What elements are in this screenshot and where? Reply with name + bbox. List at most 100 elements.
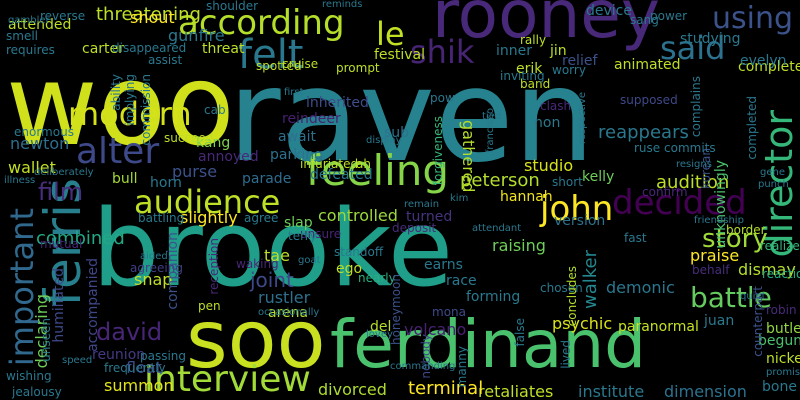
word-kelly: kelly [582, 169, 615, 185]
word-retaliates: retaliates [478, 382, 554, 400]
word-pow: pow [430, 91, 455, 105]
word-clash: clash [540, 99, 572, 113]
word-quiet: quiet [740, 291, 766, 302]
word-manny: manny [455, 346, 469, 388]
word-reverse: reverse [40, 9, 86, 23]
word-film: film [38, 178, 84, 206]
word-soo: soo [186, 293, 326, 386]
word-reminds: reminds [322, 0, 363, 10]
word-border: border [726, 223, 766, 237]
word-disappeared: disappeared [112, 41, 187, 55]
word-studying: studying [680, 31, 741, 47]
word-agreeing: agreeing [130, 261, 183, 275]
word-francisco: francisco [485, 108, 496, 154]
word-nicked: nicked [766, 351, 800, 367]
word-gambler: gambler [8, 15, 50, 26]
word-chosen: chosen [540, 281, 583, 295]
word-animated: animated [614, 57, 681, 73]
word-unsure: unsure [300, 227, 342, 241]
word-completed: completed [745, 96, 759, 160]
word-pen: pen [198, 299, 221, 313]
word-volcano: volcano [404, 320, 467, 339]
word-illness: illness [4, 175, 36, 186]
word-confirm: confirm [642, 185, 688, 199]
word-lived: lived [559, 340, 573, 369]
word-demonic: demonic [606, 278, 675, 297]
word-gunfire: gunfire [168, 26, 225, 45]
word-mutual: mutual [40, 237, 83, 251]
word-band: band [520, 77, 551, 91]
word-behalf: behalf [692, 263, 730, 277]
word-jealousy: jealousy [12, 385, 62, 399]
word-mona: mona [432, 305, 466, 319]
word-wallet: wallet [8, 158, 56, 177]
word-resigns: resigns [676, 159, 712, 170]
word-joint: joint [250, 268, 294, 292]
word-fast: fast [624, 231, 647, 245]
word-succeed: succeed [164, 131, 214, 145]
word-passing: passing [140, 349, 187, 363]
word-defeated: defeated [310, 167, 373, 183]
word-commission: commission [139, 74, 153, 146]
word-annoyed: annoyed [198, 149, 259, 165]
word-version: version [554, 213, 606, 229]
word-dimension: dimension [664, 382, 747, 400]
word-threat: threat [202, 41, 245, 57]
word-bone: bone [762, 379, 797, 395]
word-promise: promise [766, 367, 800, 378]
word-turned: turned [406, 209, 453, 225]
word-forming: forming [466, 289, 521, 305]
word-earns: earns [424, 257, 463, 273]
word-deliberately: deliberately [34, 167, 94, 178]
word-smell: smell [6, 29, 38, 43]
word-bull: bull [112, 171, 138, 187]
word-david: david [96, 318, 163, 346]
word-shout: shout [130, 8, 175, 27]
word-snap: snap [134, 270, 173, 289]
word-speed: speed [62, 355, 93, 366]
word-implying: implying [123, 74, 137, 126]
word-parking: parking [270, 147, 323, 163]
word-reaction: reaction [762, 267, 800, 281]
word-said: said [660, 29, 726, 67]
word-shoulder: shoulder [206, 0, 259, 13]
word-agree: agree [244, 211, 279, 225]
word-battle: battle [690, 281, 772, 314]
word-respective: respective [577, 92, 588, 145]
word-battling: battling [138, 211, 185, 225]
word-reappears: reappears [598, 122, 689, 143]
word-rooney: rooney [432, 0, 660, 53]
word-cruise: cruise [282, 57, 319, 71]
word-del: del [370, 319, 392, 335]
word-frequently: frequently [104, 361, 166, 375]
word-nearly: nearly [358, 271, 396, 285]
word-ruse: ruse [634, 141, 661, 155]
word-relief: relief [562, 53, 598, 69]
word-raven: raven [228, 42, 595, 191]
word-rally: rally [520, 33, 547, 47]
word-false: false [513, 318, 527, 347]
word-enormous: enormous [14, 125, 74, 139]
word-waking: waking [236, 257, 279, 271]
word-evelyn: evelyn [740, 53, 787, 69]
word-race: race [446, 273, 477, 289]
word-audience: audience [134, 183, 281, 221]
word-short: short [552, 175, 583, 189]
word-complains: complains [689, 76, 703, 138]
word-arena: arena [268, 305, 309, 321]
word-gathered: gathered [459, 120, 478, 193]
word-goat: goat [298, 255, 321, 266]
word-reunion: reunion [92, 347, 146, 363]
word-power: power [650, 9, 688, 23]
word-divorced: divorced [318, 380, 387, 399]
word-punch: punch [758, 179, 789, 190]
word-summon: summon [104, 376, 174, 395]
word-brooke: brooke [92, 187, 454, 310]
word-inner: inner [496, 43, 533, 59]
word-wishing: wishing [6, 369, 52, 383]
word-begun: begun [758, 333, 800, 349]
word-audition: audition [656, 172, 730, 193]
word-praise: praise [690, 246, 740, 265]
word-device: device [586, 3, 632, 19]
